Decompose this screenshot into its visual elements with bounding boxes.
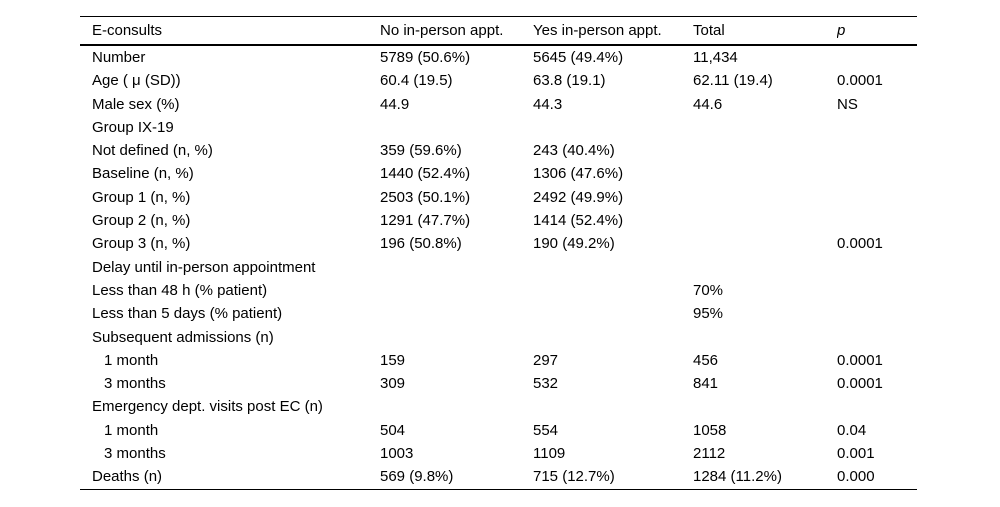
column-header-e-consults: E-consults [92,22,163,39]
table-row: Group 2 (n, %) 1291 (47.7%) 1414 (52.4%) [80,209,917,232]
cell-no-appt: 60.4 (19.5) [380,72,453,90]
cell-total: 11,434 [693,49,738,66]
row-label: Group 3 (n, %) [92,235,191,253]
row-label: 1 month [104,351,159,369]
cell-total: 1284 (11.2%) [693,468,782,486]
table-row: 1 month 159 297 456 0.0001 [80,349,917,372]
cell-p-value: 0.0001 [837,375,883,393]
cell-p-value: 0.04 [837,421,867,439]
column-header-p-value: p [837,22,846,39]
cell-total: 44.6 [693,95,723,113]
cell-no-appt: 159 [380,351,406,369]
row-label: Male sex (%) [92,95,180,113]
column-header-total: Total [693,22,725,39]
row-label: Less than 48 h (% patient) [92,281,268,299]
row-label: 3 months [104,375,166,393]
column-header-no-appt: No in-person appt. [380,22,504,39]
cell-no-appt: 1003 [380,445,414,463]
table-row: Delay until in-person appointment [80,256,917,279]
table-row: Number 5789 (50.6%) 5645 (49.4%) 11,434 [80,46,917,69]
table-row: 1 month 504 554 1058 0.04 [80,419,917,442]
row-label: 1 month [104,421,159,439]
cell-p-value: NS [837,95,858,113]
table-row: Group 3 (n, %) 196 (50.8%) 190 (49.2%) 0.00… [80,232,917,255]
table-row: Subsequent admissions (n) [80,326,917,349]
cell-no-appt: 44.9 [380,95,410,113]
table-row: Deaths (n) 569 (9.8%) 715 (12.7%) 1284 (11.… [80,465,917,488]
cell-yes-appt: 1306 (47.6%) [533,165,624,183]
cell-no-appt: 569 (9.8%) [380,468,454,486]
row-label: Group 2 (n, %) [92,212,191,230]
row-label: Group IX-19 [92,118,174,136]
cell-no-appt: 309 [380,375,406,393]
cell-no-appt: 1440 (52.4%) [380,165,471,183]
cell-no-appt: 1291 (47.7%) [380,212,471,230]
cell-yes-appt: 1109 [533,445,566,463]
row-label: Age ( μ (SD)) [92,72,181,90]
row-label: 3 months [104,445,166,463]
row-label: Group 1 (n, %) [92,188,191,206]
table-row: Age ( μ (SD)) 60.4 (19.5) 63.8 (19.1) 62.11… [80,69,917,92]
cell-yes-appt: 63.8 (19.1) [533,72,606,90]
cell-yes-appt: 5645 (49.4%) [533,49,624,66]
table-row: Not defined (n, %) 359 (59.6%) 243 (40.4%) [80,139,917,162]
cell-total: 841 [693,375,719,393]
table-row: Group 1 (n, %) 2503 (50.1%) 2492 (49.9%) [80,186,917,209]
row-label: Number [92,49,146,66]
cell-yes-appt: 554 [533,421,559,439]
cell-total: 1058 [693,421,727,439]
table-row: Less than 48 h (% patient) 70% [80,279,917,302]
cell-no-appt: 359 (59.6%) [380,142,462,160]
e-consults-table: E-consults No in-person appt. Yes in-per… [80,16,917,490]
cell-p-value: 0.0001 [837,351,883,369]
row-label: Deaths (n) [92,468,163,486]
row-label: Not defined (n, %) [92,142,213,160]
cell-yes-appt: 243 (40.4%) [533,142,615,160]
table-header-row: E-consults No in-person appt. Yes in-per… [80,17,917,46]
row-label: Baseline (n, %) [92,165,194,183]
table-body: Number 5789 (50.6%) 5645 (49.4%) 11,434 Age … [80,46,917,489]
cell-p-value: 0.0001 [837,72,883,90]
row-label: Emergency dept. visits post EC (n) [92,398,323,416]
cell-yes-appt: 190 (49.2%) [533,235,615,253]
row-label: Less than 5 days (% patient) [92,305,283,323]
row-label: Subsequent admissions (n) [92,328,274,346]
cell-p-value: 0.001 [837,445,875,463]
cell-no-appt: 5789 (50.6%) [380,49,471,66]
cell-yes-appt: 297 [533,351,559,369]
cell-total: 95% [693,305,724,323]
table-row: Group IX-19 [80,116,917,139]
cell-no-appt: 196 (50.8%) [380,235,462,253]
column-header-yes-appt: Yes in-person appt. [533,22,662,39]
table-row: Less than 5 days (% patient) 95% [80,302,917,325]
table-row: Male sex (%) 44.9 44.3 44.6 NS [80,93,917,116]
cell-total: 2112 [693,445,726,463]
table-row: 3 months 1003 1109 2112 0.001 [80,442,917,465]
cell-yes-appt: 532 [533,375,559,393]
cell-total: 62.11 (19.4) [693,72,773,90]
cell-no-appt: 504 [380,421,406,439]
cell-no-appt: 2503 (50.1%) [380,188,471,206]
cell-yes-appt: 44.3 [533,95,563,113]
cell-p-value: 0.0001 [837,235,883,253]
cell-total: 456 [693,351,719,369]
cell-yes-appt: 1414 (52.4%) [533,212,624,230]
cell-yes-appt: 715 (12.7%) [533,468,615,486]
table-row: Baseline (n, %) 1440 (52.4%) 1306 (47.6%) [80,162,917,185]
cell-total: 70% [693,281,724,299]
row-label: Delay until in-person appointment [92,258,316,276]
table-row: Emergency dept. visits post EC (n) [80,395,917,418]
table-row: 3 months 309 532 841 0.0001 [80,372,917,395]
cell-p-value: 0.000 [837,468,875,486]
cell-yes-appt: 2492 (49.9%) [533,188,624,206]
